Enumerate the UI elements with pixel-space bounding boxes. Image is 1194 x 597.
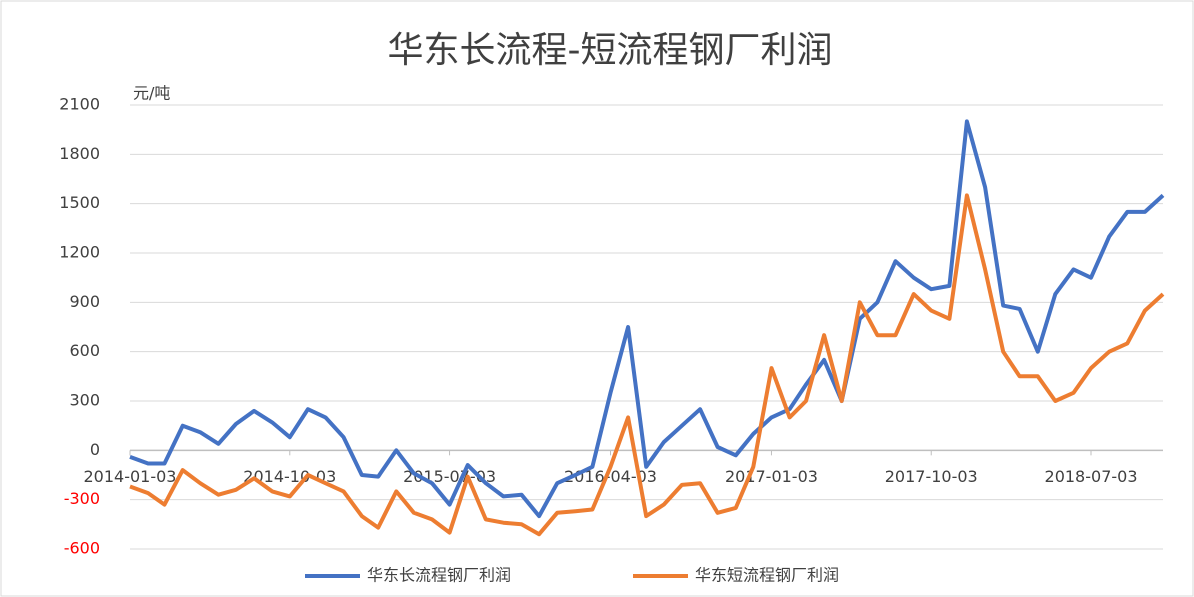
y-tick-label: 1200 — [59, 243, 100, 262]
y-tick-label: 1500 — [59, 193, 100, 212]
y-tick-label: -600 — [64, 539, 100, 558]
y-tick-label: 900 — [69, 292, 100, 311]
y-tick-label: 0 — [90, 440, 100, 459]
y-tick-label: 2100 — [59, 95, 100, 114]
y-tick-label: 300 — [69, 391, 100, 410]
y-tick-label: 600 — [69, 341, 100, 360]
data-line — [129, 119, 1165, 519]
data-line — [129, 193, 1165, 537]
legend-label: 华东短流程钢厂利润 — [695, 566, 839, 585]
x-tick-label: 2017-01-03 — [725, 467, 818, 486]
x-tick-label: 2017-10-03 — [885, 467, 978, 486]
y-tick-label: -300 — [64, 489, 100, 508]
y-tick-label: 1800 — [59, 144, 100, 163]
legend-label: 华东长流程钢厂利润 — [367, 566, 511, 585]
x-tick-label: 2016-04-03 — [564, 467, 657, 486]
chart-title: 华东长流程-短流程钢厂利润 — [388, 30, 833, 71]
y-axis-label: 元/吨 — [133, 84, 170, 103]
x-tick-label: 2014-01-03 — [84, 467, 177, 486]
x-tick-label: 2014-10-03 — [243, 467, 336, 486]
x-tick-label: 2018-07-03 — [1045, 467, 1138, 486]
